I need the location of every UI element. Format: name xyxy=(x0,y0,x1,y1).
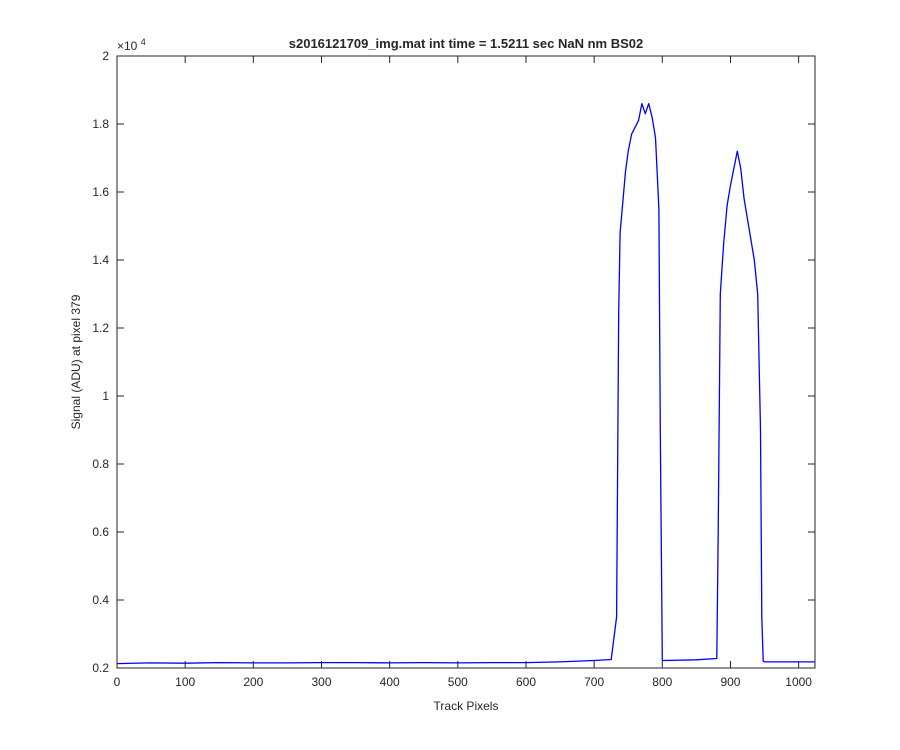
x-tick-label: 800 xyxy=(652,675,672,689)
x-tick-label: 500 xyxy=(448,675,468,689)
y-tick-label: 0.4 xyxy=(92,593,109,607)
y-tick-label: 2 xyxy=(102,49,109,63)
y-exponent-label: ×10 4 xyxy=(117,37,146,53)
y-tick-label: 0.8 xyxy=(92,457,109,471)
y-tick-label: 1.6 xyxy=(92,185,109,199)
y-tick-label: 0.6 xyxy=(92,525,109,539)
x-tick-label: 600 xyxy=(516,675,536,689)
y-axis-label: Signal (ADU) at pixel 379 xyxy=(69,294,83,429)
y-exponent-power: 4 xyxy=(141,37,146,47)
x-tick-label: 900 xyxy=(720,675,740,689)
axes-box xyxy=(116,55,816,669)
y-tick-label: 1.2 xyxy=(92,321,109,335)
y-ticks: 0.2 0.4 0.6 0.8 1 1.2 1.4 1.6 1.8 2 xyxy=(92,49,815,675)
series-line xyxy=(116,102,815,665)
y-tick-label: 0.2 xyxy=(92,661,109,675)
y-exponent-base: ×10 xyxy=(117,39,138,53)
x-tick-label: 0 xyxy=(114,675,121,689)
x-tick-label: 100 xyxy=(175,675,195,689)
x-axis-label: Track Pixels xyxy=(434,699,499,713)
chart-title: s2016121709_img.mat int time = 1.5211 se… xyxy=(289,36,643,51)
x-tick-label: 700 xyxy=(584,675,604,689)
x-ticks: 0 100 200 300 400 500 600 700 800 900 1000 xyxy=(114,56,812,689)
plot-area xyxy=(117,56,815,668)
x-tick-label: 400 xyxy=(380,675,400,689)
x-tick-label: 300 xyxy=(311,675,331,689)
x-tick-label: 200 xyxy=(243,675,263,689)
y-tick-label: 1.4 xyxy=(92,253,109,267)
series-layer xyxy=(116,102,815,665)
y-tick-label: 1.8 xyxy=(92,117,109,131)
x-tick-label: 1000 xyxy=(785,675,812,689)
y-tick-label: 1 xyxy=(102,389,109,403)
